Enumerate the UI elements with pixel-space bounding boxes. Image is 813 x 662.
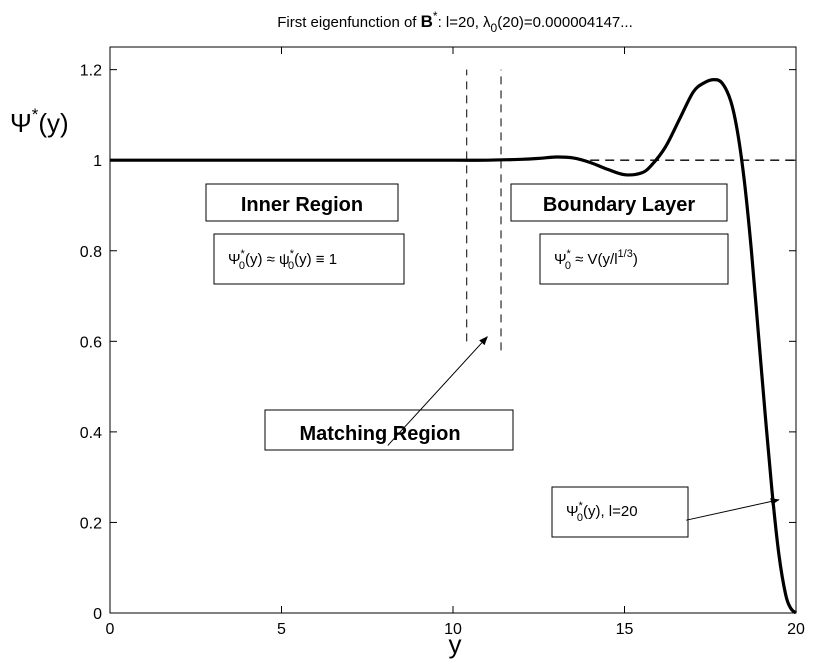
boundary-layer-formula-box bbox=[539, 233, 729, 285]
boundary-layer-formula: Ψ* 0 ≈ V(y/l1/3) bbox=[554, 248, 638, 272]
y-tick-label: 0.6 bbox=[80, 334, 102, 351]
matching-region-label: Matching Region bbox=[299, 423, 460, 445]
boundary-layer-annotation: Boundary Layer Ψ* 0 ≈ V(y/l1/3) bbox=[510, 183, 729, 285]
series-layer bbox=[110, 78, 798, 615]
inner-region-label: Inner Region bbox=[241, 194, 363, 216]
x-tick-label: 0 bbox=[106, 621, 115, 638]
x-axis-label: y bbox=[449, 629, 462, 659]
matching-region-label-box bbox=[264, 409, 514, 451]
guides-layer bbox=[466, 69, 796, 351]
curve-label-arrow bbox=[686, 498, 780, 521]
inner-region-label-box bbox=[205, 183, 399, 222]
matching-region-annotation: Matching Region bbox=[264, 409, 514, 451]
matching-region-arrow bbox=[387, 336, 488, 446]
x-tick-label: 5 bbox=[277, 621, 286, 638]
y-axis-label: Ψ*(y) bbox=[10, 105, 69, 138]
eigenfunction-series-line bbox=[110, 78, 798, 615]
curve-label-formula: Ψ* 0(y), l=20 bbox=[566, 500, 638, 524]
boundary-layer-label-box bbox=[510, 183, 728, 222]
curve-label-box bbox=[551, 486, 689, 538]
boundary-layer-label: Boundary Layer bbox=[543, 194, 695, 216]
y-tick-label: 0.8 bbox=[80, 244, 102, 261]
x-tick-label: 15 bbox=[616, 621, 634, 638]
inner-region-formula: Ψ* 0(y) ≈ ψ* 0(y) ≡ 1 bbox=[228, 248, 337, 272]
x-tick-label: 10 bbox=[444, 621, 462, 638]
plot-frame bbox=[109, 46, 797, 614]
ticks-layer: 0 5 10 15 20 0 0.2 0.4 0.6 0.8 1 1.2 bbox=[80, 47, 805, 638]
y-tick-label: 1 bbox=[93, 153, 102, 170]
y-tick-label: 0.2 bbox=[80, 515, 102, 532]
curve-label-annotation: Ψ* 0(y), l=20 bbox=[551, 486, 689, 538]
x-tick-label: 20 bbox=[787, 621, 805, 638]
y-tick-label: 0 bbox=[93, 606, 102, 623]
y-tick-label: 0.4 bbox=[80, 425, 102, 442]
arrows-layer bbox=[387, 336, 780, 521]
inner-region-annotation: Inner Region Ψ* 0(y) ≈ ψ* 0(y) ≡ 1 bbox=[205, 183, 405, 285]
chart-title: First eigenfunction of B*: l=20, λ0(20)=… bbox=[277, 9, 633, 35]
inner-region-formula-box bbox=[213, 233, 405, 285]
y-tick-label: 1.2 bbox=[80, 63, 102, 80]
